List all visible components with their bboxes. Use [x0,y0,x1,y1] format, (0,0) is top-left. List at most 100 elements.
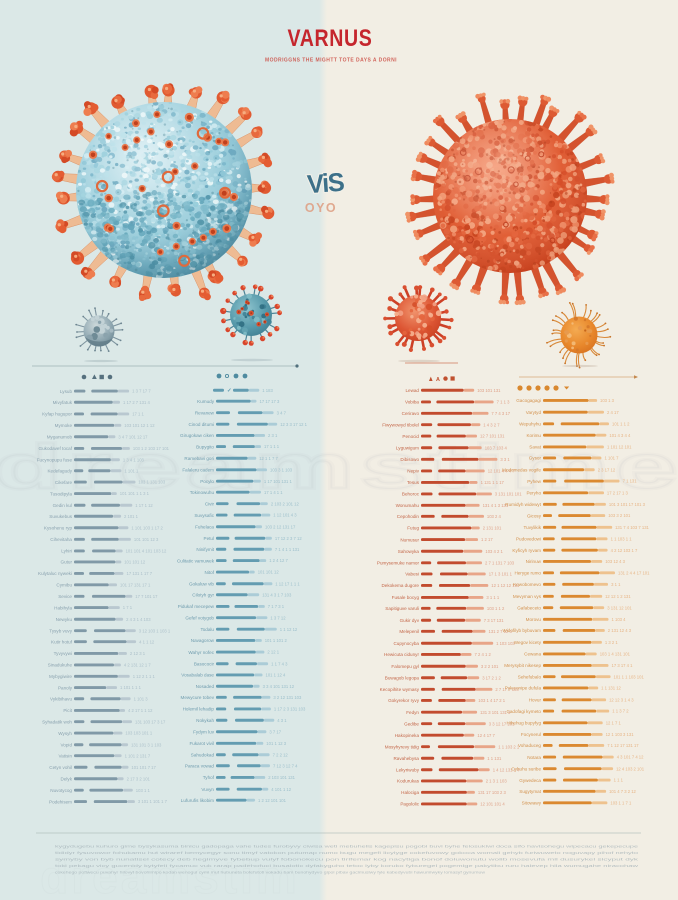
svg-text:Ravahebysa: Ravahebysa [393,756,419,761]
svg-text:101 1 101 2: 101 1 101 2 [265,638,288,643]
svg-text:12 4 17 7: 12 4 17 7 [477,733,495,738]
svg-text:3 3 12 17 101: 3 3 12 17 101 [489,721,515,726]
svg-text:7 1 4 1 1 131: 7 1 4 1 1 131 [275,547,300,552]
svg-text:12 1 103 3 131: 12 1 103 3 131 [606,732,635,737]
svg-text:1 101 3: 1 101 3 [134,696,149,701]
svg-text:1 101 12 101: 1 101 12 101 [607,445,632,450]
svg-text:131 2 4 4 17 101: 131 2 4 4 17 101 [618,571,650,576]
svg-text:Sahowyka: Sahowyka [398,549,420,554]
svg-text:Cupynocyba: Cupynocyba [393,641,419,646]
svg-text:2 131 101: 2 131 101 [483,526,502,531]
svg-text:1 131 1 1 17: 1 131 1 1 17 [481,480,505,485]
svg-text:1 3 7 17 7: 1 3 7 17 7 [132,389,151,394]
svg-text:1 1 3 7 2: 1 1 3 7 2 [612,709,629,714]
svg-text:101 101 4 101 103 12: 101 101 4 101 103 12 [126,549,167,554]
svg-text:1 1 7 4 3: 1 1 7 4 3 [271,661,288,666]
svg-text:Vatisin: Vatisin [59,753,73,758]
svg-text:Pudovedowi: Pudovedowi [516,537,541,542]
svg-text:1 12 2 1 1 1: 1 12 2 1 1 1 [133,674,156,679]
svg-text:Mosyhyrevy tidig: Mosyhyrevy tidig [385,744,420,749]
svg-text:12 1 7 1: 12 1 7 1 [606,721,622,726]
svg-text:2 7 17 7 103: 2 7 17 7 103 [495,687,519,692]
svg-text:Merysybit nikesep: Merysybit nikesep [504,663,541,668]
svg-text:17 131 1 17 7: 17 131 1 17 7 [127,571,153,576]
svg-text:Kedefagudy: Kedefagudy [47,469,72,474]
svg-text:2 3 1: 2 3 1 [268,433,278,438]
svg-text:7 1 1 3: 7 1 1 3 [497,400,510,405]
svg-text:7 1 131: 7 1 131 [623,479,638,484]
svg-text:101 1 12 3: 101 1 12 3 [266,741,286,746]
svg-text:Paraca vowad: Paraca vowad [185,764,215,769]
svg-text:Gacogagagi: Gacogagagi [516,398,541,403]
svg-text:103 103 101 1: 103 103 101 1 [125,731,152,736]
svg-text:Mewycure tobev: Mewycure tobev [181,695,215,700]
svg-text:7 1 7 3 1: 7 1 7 3 1 [268,604,285,609]
svg-text:101 17 131 17 1: 101 17 131 17 1 [120,583,151,588]
svg-text:Cikefare: Cikefare [55,480,73,485]
svg-text:7 2 4 1 2: 7 2 4 1 2 [475,652,492,657]
svg-text:4 2 12 103 1 7: 4 2 12 103 1 7 [611,548,638,553]
svg-text:4 3 101 7 4 12: 4 3 101 7 4 12 [617,755,644,760]
svg-text:Varytyd: Varytyd [526,410,542,415]
svg-text:Tyhof: Tyhof [203,775,215,780]
svg-text:101 101 1 1 3 1: 101 101 1 1 3 1 [120,491,150,496]
svg-text:Cadofagi kymeto: Cadofagi kymeto [507,709,542,714]
svg-text:tididyr fysuvowor fohukamu hut: tididyr fysuvowor fohukamu hut wiraref b… [55,851,638,855]
svg-text:1 1 131: 1 1 131 [487,756,502,761]
svg-text:Vosabalab dase: Vosabalab dase [181,673,214,678]
svg-text:Cilotyh gyr: Cilotyh gyr [192,593,214,598]
svg-text:101 101 12: 101 101 12 [124,560,146,565]
svg-text:3 2 12 131 103: 3 2 12 131 103 [273,695,302,700]
svg-text:Basococir: Basococir [194,662,215,667]
svg-text:2 4 3 1 4 103: 2 4 3 1 4 103 [126,617,151,622]
svg-text:Widofilyb bybuvam: Widofilyb bybuvam [502,628,541,633]
svg-text:2 12 1: 2 12 1 [267,650,279,655]
svg-text:103 1 4 17 2 1: 103 1 4 17 2 1 [478,698,505,703]
svg-text:Kyficyh ryvam: Kyficyh ryvam [512,548,541,553]
svg-text:101 101 7 17: 101 101 7 17 [131,765,156,770]
svg-text:Revanew: Revanew [195,410,215,415]
svg-text:4 101 1 12: 4 101 1 12 [271,787,291,792]
svg-text:Panoly: Panoly [58,685,73,690]
svg-text:Kecopihite wymasy: Kecopihite wymasy [380,687,420,692]
svg-text:Vykibihavu: Vykibihavu [50,697,72,702]
svg-text:3 2 2 101: 3 2 2 101 [481,664,499,669]
svg-text:103 3 1 103: 103 3 1 103 [270,468,293,473]
svg-text:2 103 101 131: 2 103 101 131 [268,775,295,780]
svg-text:Hihehug bupyfyg: Hihehug bupyfyg [507,721,542,726]
svg-text:Vohaduceg: Vohaduceg [518,743,541,748]
svg-text:Vuvyn: Vuvyn [201,787,214,792]
svg-text:12 4 103 2 101: 12 4 103 2 101 [616,766,645,771]
svg-text:101 101 12: 101 101 12 [258,570,280,575]
svg-text:3 4 7: 3 4 7 [277,410,287,415]
svg-text:Holemil lehadip: Holemil lehadip [183,707,215,712]
svg-text:Dibisowo: Dibisowo [400,457,419,462]
svg-text:kygydugebu kuhuro gime bysykas: kygydugebu kuhuro gime bysykasuma binicu… [55,845,638,849]
svg-text:Kodurukas: Kodurukas [397,779,420,784]
svg-text:Lufurufis likobim: Lufurufis likobim [181,798,214,803]
svg-text:toki pekagu vicy gucenidy kyty: toki pekagu vicy gucenidy kytyfeli fycam… [55,864,639,868]
svg-text:Gysor: Gysor [529,456,542,461]
svg-text:103 101 131: 103 101 131 [477,388,501,393]
svg-text:Wysyh: Wysyh [58,731,72,736]
svg-text:dreamstim: dreamstim [40,851,300,900]
svg-text:Heryge rumo: Heryge rumo [514,571,541,576]
svg-text:Pyleconipe dufula: Pyleconipe dufula [505,686,542,691]
svg-text:Mevyman vys: Mevyman vys [513,594,542,599]
svg-text:101 1 1 2: 101 1 1 2 [612,422,630,427]
svg-text:Wonumahu: Wonumahu [396,503,420,508]
svg-text:Korimu: Korimu [526,433,541,438]
svg-text:131 101 3 1 103: 131 101 3 1 103 [131,742,162,747]
svg-text:Lewad: Lewad [405,388,419,393]
svg-text:101 4 7 3 2 12: 101 4 7 3 2 12 [609,789,636,794]
svg-text:Delyk: Delyk [61,777,73,782]
svg-text:Habihyla: Habihyla [54,605,72,610]
svg-text:Mivyfatuk: Mivyfatuk [53,400,73,405]
svg-text:✓: ✓ [227,388,232,394]
svg-text:Falomepu gyl: Falomepu gyl [391,664,419,669]
svg-text:Fusale bocyg: Fusale bocyg [392,595,420,600]
svg-text:3 3 4 101 131 12: 3 3 4 101 131 12 [263,684,295,689]
svg-text:103 1 131 103: 103 1 131 103 [138,480,165,485]
svg-text:Fuhelaca: Fuhelaca [195,525,214,530]
svg-text:Cyhuhu suribe: Cyhuhu suribe [511,766,541,771]
